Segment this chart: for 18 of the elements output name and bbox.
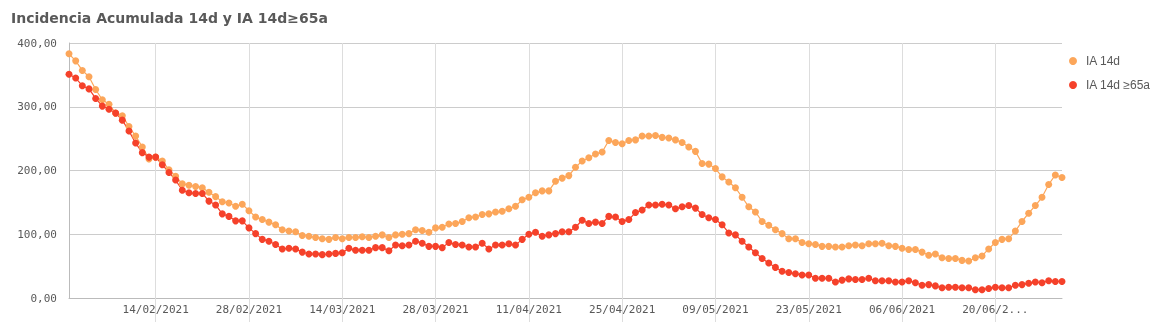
chart-title: Incidencia Acumulada 14d y IA 14d≥65a — [11, 10, 328, 26]
x-tick-label: 28/03/2021 — [402, 303, 469, 316]
y-tick-label: 300,00 — [17, 100, 57, 114]
x-tick-label: 09/05/2021 — [682, 303, 749, 316]
x-tick-label: 23/05/2021 — [775, 303, 842, 316]
y-tick-label: 100,00 — [17, 227, 57, 241]
x-tick-label: 28/02/2021 — [215, 303, 283, 316]
y-tick-label: 400,00 — [17, 36, 57, 50]
x-tick-label: 25/04/2021 — [589, 303, 656, 316]
x-tick-label: 14/03/2021 — [309, 303, 376, 316]
x-tick-label: 14/02/2021 — [122, 303, 189, 316]
x-tick-label: 06/06/2021 — [868, 303, 936, 316]
legend-label: IA 14d ≥65a — [1086, 78, 1151, 92]
y-tick-label: 200,00 — [17, 164, 57, 177]
y-tick-label: 0,00 — [30, 291, 57, 305]
x-tick-label: 11/04/2021 — [495, 303, 562, 316]
x-tick-label: 20/06/2... — [962, 303, 1029, 316]
legend-label: IA 14d — [1086, 54, 1121, 68]
